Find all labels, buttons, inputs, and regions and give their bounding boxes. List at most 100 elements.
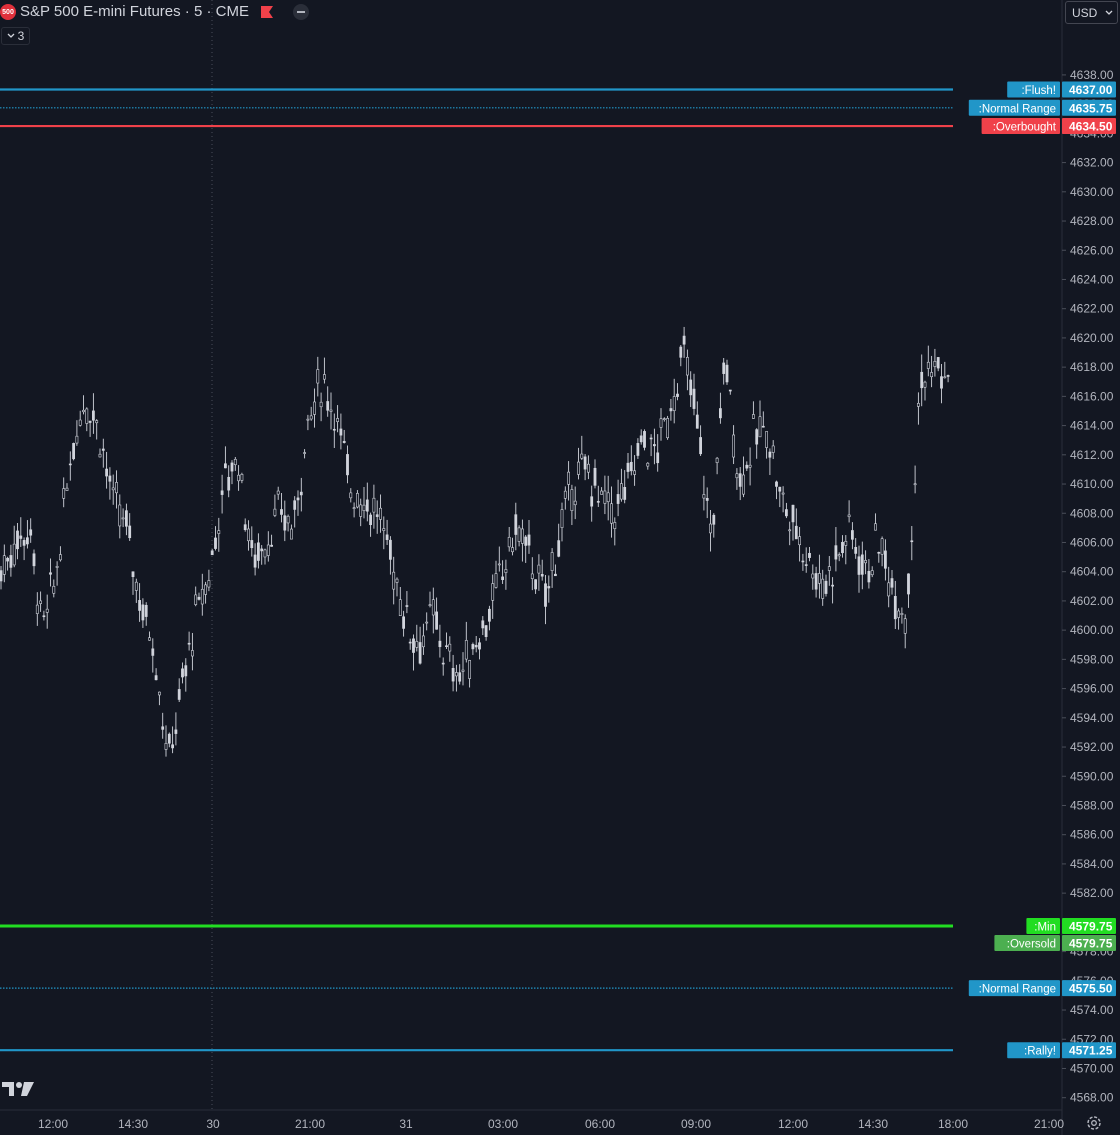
candle bbox=[19, 517, 23, 547]
candle bbox=[544, 574, 547, 625]
candle bbox=[583, 454, 587, 481]
candle bbox=[412, 634, 415, 671]
candle bbox=[758, 400, 762, 438]
candle bbox=[425, 612, 429, 631]
candle bbox=[639, 429, 643, 445]
candle bbox=[115, 470, 118, 509]
candle bbox=[200, 573, 204, 616]
candle bbox=[633, 455, 637, 486]
candle-body bbox=[478, 642, 481, 650]
candle-body bbox=[105, 468, 109, 477]
candle bbox=[491, 574, 495, 619]
candle bbox=[319, 392, 323, 422]
candle-body bbox=[926, 361, 930, 369]
candle bbox=[916, 392, 920, 425]
candle-body bbox=[280, 509, 283, 515]
remove-indicator-button[interactable] bbox=[293, 4, 309, 20]
candle-body bbox=[217, 530, 221, 534]
candle-body bbox=[289, 528, 293, 540]
candle-body bbox=[821, 578, 825, 599]
candle-body bbox=[494, 573, 498, 588]
candle-body bbox=[2, 555, 6, 575]
candle-body bbox=[511, 547, 514, 553]
candle-body bbox=[402, 616, 406, 629]
candle-body bbox=[666, 418, 670, 439]
candle-body bbox=[263, 549, 267, 558]
collapse-indicators-button[interactable]: 3 bbox=[1, 27, 30, 45]
candle-body bbox=[174, 729, 178, 734]
candle-body bbox=[405, 605, 409, 607]
time-tick-label: 14:30 bbox=[858, 1117, 888, 1131]
settings-gear-icon[interactable] bbox=[1085, 1114, 1103, 1132]
candle bbox=[296, 490, 300, 516]
candle bbox=[742, 456, 745, 498]
candle bbox=[289, 524, 293, 540]
candle-body bbox=[181, 668, 184, 678]
candle bbox=[144, 602, 148, 626]
candle bbox=[880, 536, 884, 567]
candle bbox=[293, 496, 297, 528]
candle bbox=[877, 551, 881, 563]
candle bbox=[728, 389, 732, 395]
candle bbox=[418, 626, 422, 665]
candle bbox=[336, 405, 340, 433]
candle bbox=[421, 623, 425, 655]
candle-body bbox=[798, 536, 802, 546]
candle bbox=[890, 569, 894, 595]
candle bbox=[438, 624, 442, 658]
candle bbox=[883, 539, 887, 581]
candle-body bbox=[596, 501, 600, 503]
tradingview-logo-icon[interactable] bbox=[2, 1080, 34, 1098]
candle bbox=[600, 487, 604, 495]
time-tick-label: 14:30 bbox=[118, 1117, 148, 1131]
candle-body bbox=[870, 570, 874, 576]
candle-body bbox=[788, 529, 792, 532]
candle bbox=[95, 419, 99, 440]
candle-body bbox=[72, 443, 76, 460]
candle-body bbox=[237, 474, 241, 482]
candle-body bbox=[573, 500, 577, 506]
candle bbox=[141, 598, 145, 628]
candle bbox=[405, 591, 409, 614]
candle bbox=[22, 537, 26, 561]
candle-body bbox=[58, 554, 62, 561]
candle bbox=[441, 657, 445, 676]
candle bbox=[725, 359, 729, 385]
time-tick-label: 12:00 bbox=[778, 1117, 808, 1131]
price-tick-label: 4632.00 bbox=[1070, 156, 1114, 170]
candle-body bbox=[682, 335, 686, 345]
candle bbox=[233, 456, 237, 471]
candle-body bbox=[586, 463, 590, 473]
symbol-title[interactable]: S&P 500 E-mini Futures · 5 · CME bbox=[20, 3, 249, 20]
candle bbox=[388, 536, 392, 575]
candle bbox=[148, 631, 151, 641]
candle-body bbox=[395, 578, 399, 583]
candle bbox=[395, 577, 399, 597]
candle bbox=[580, 435, 584, 460]
candle bbox=[181, 662, 184, 684]
candle-body bbox=[771, 445, 775, 453]
candle bbox=[72, 442, 76, 461]
candle-body bbox=[12, 543, 16, 566]
candle-body bbox=[151, 648, 155, 656]
price-tick-label: 4624.00 bbox=[1070, 272, 1114, 286]
candle bbox=[907, 573, 910, 608]
currency-select[interactable]: USD bbox=[1065, 1, 1118, 24]
candle bbox=[689, 371, 693, 408]
candle-body bbox=[702, 494, 706, 499]
candle-body bbox=[903, 618, 907, 634]
candle bbox=[557, 523, 561, 558]
candle bbox=[699, 425, 703, 456]
candle bbox=[431, 587, 435, 634]
candle bbox=[379, 494, 382, 533]
candle bbox=[92, 393, 95, 434]
candle bbox=[32, 549, 36, 575]
candle-body bbox=[0, 570, 3, 582]
flag-icon[interactable] bbox=[260, 5, 274, 19]
symbol-logo-icon: 500 bbox=[0, 4, 16, 20]
candle bbox=[82, 395, 85, 415]
candle bbox=[814, 566, 818, 598]
candle-body bbox=[877, 552, 881, 554]
candle-body bbox=[332, 428, 336, 431]
